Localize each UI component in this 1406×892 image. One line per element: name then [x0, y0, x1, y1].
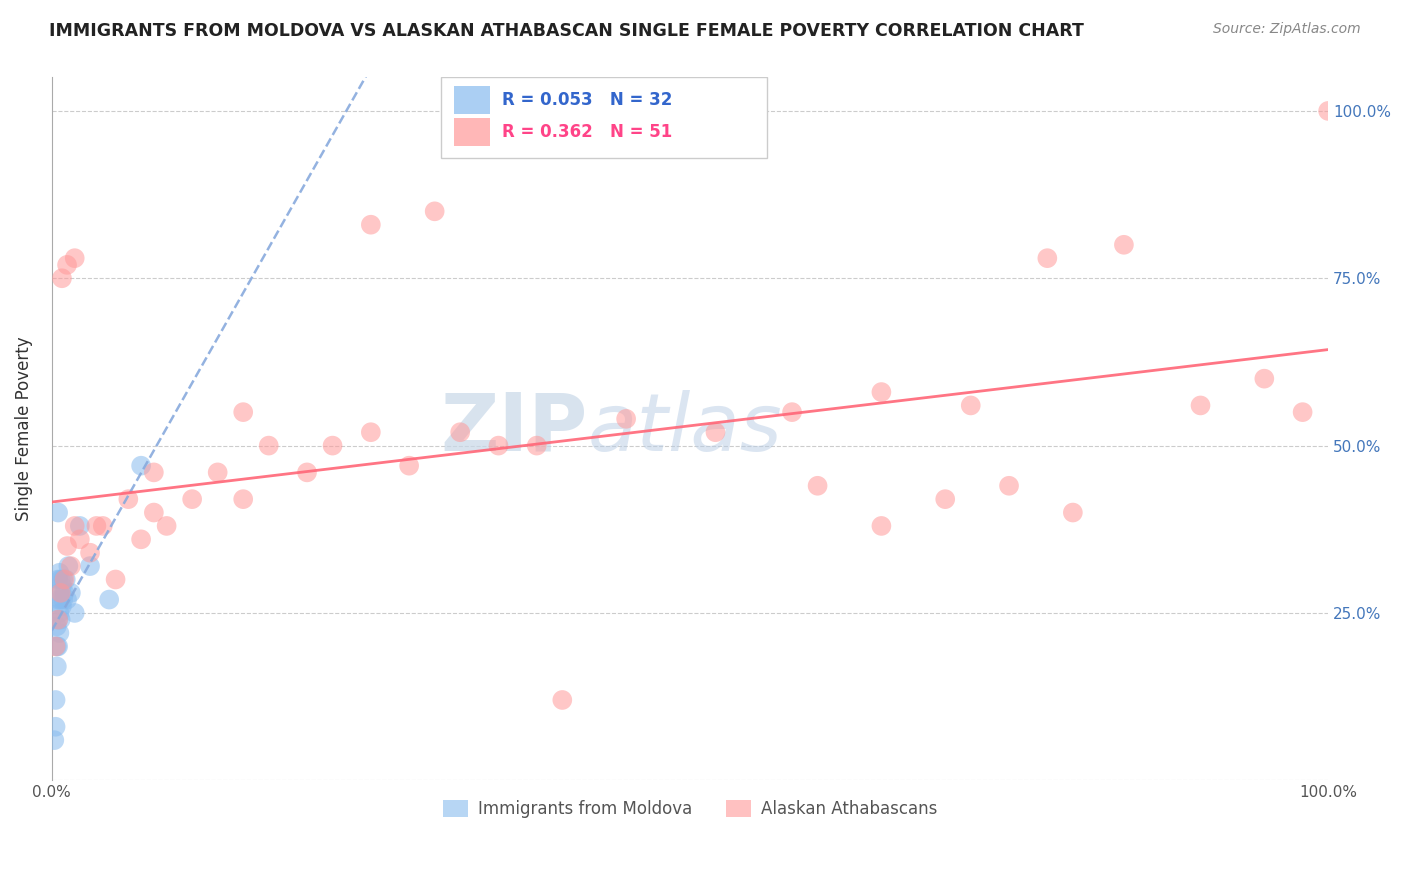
Text: ZIP: ZIP: [440, 390, 588, 468]
Point: [45, 619, 67, 633]
Point: [488, 439, 510, 453]
Text: R = 0.053   N = 32: R = 0.053 N = 32: [502, 91, 672, 109]
Point: [91, 519, 114, 533]
Point: [104, 573, 127, 587]
Point: [526, 439, 548, 453]
Point: [45, 720, 67, 734]
Point: [1253, 372, 1275, 386]
Point: [806, 479, 828, 493]
Point: [129, 458, 152, 473]
Point: [295, 466, 318, 480]
Point: [551, 693, 574, 707]
Point: [704, 425, 727, 440]
Point: [44, 733, 66, 747]
Point: [98, 592, 121, 607]
Point: [48, 606, 70, 620]
Point: [53, 573, 76, 587]
Point: [69, 533, 91, 547]
FancyBboxPatch shape: [454, 86, 489, 114]
Point: [51, 271, 73, 285]
Text: R = 0.362   N = 51: R = 0.362 N = 51: [502, 122, 672, 141]
Point: [1317, 103, 1340, 118]
Point: [63, 519, 86, 533]
Point: [55, 573, 77, 587]
Point: [63, 606, 86, 620]
Point: [49, 573, 72, 587]
Point: [56, 592, 79, 607]
Point: [156, 519, 179, 533]
Point: [52, 592, 75, 607]
Point: [423, 204, 446, 219]
Text: atlas: atlas: [588, 390, 783, 468]
Point: [614, 412, 637, 426]
Point: [117, 492, 139, 507]
Point: [360, 425, 382, 440]
Point: [58, 559, 80, 574]
Point: [46, 506, 69, 520]
Point: [49, 613, 72, 627]
Point: [51, 579, 73, 593]
Point: [51, 599, 73, 614]
Point: [49, 586, 72, 600]
Point: [86, 519, 108, 533]
Point: [46, 640, 69, 654]
Point: [48, 626, 70, 640]
Point: [1036, 251, 1059, 265]
Point: [49, 592, 72, 607]
Point: [207, 466, 229, 480]
Point: [780, 405, 803, 419]
Point: [45, 640, 67, 654]
Point: [59, 559, 82, 574]
Point: [870, 519, 893, 533]
Point: [46, 613, 69, 627]
Point: [142, 506, 165, 520]
FancyBboxPatch shape: [441, 78, 766, 158]
Point: [1291, 405, 1313, 419]
Point: [45, 640, 67, 654]
Point: [48, 566, 70, 580]
Point: [449, 425, 471, 440]
Point: [45, 693, 67, 707]
Point: [360, 218, 382, 232]
Point: [181, 492, 204, 507]
Legend: Immigrants from Moldova, Alaskan Athabascans: Immigrants from Moldova, Alaskan Athabas…: [436, 793, 943, 825]
Point: [79, 559, 101, 574]
Point: [56, 539, 79, 553]
Point: [257, 439, 280, 453]
Point: [232, 492, 254, 507]
Text: IMMIGRANTS FROM MOLDOVA VS ALASKAN ATHABASCAN SINGLE FEMALE POVERTY CORRELATION : IMMIGRANTS FROM MOLDOVA VS ALASKAN ATHAB…: [49, 22, 1084, 40]
Point: [129, 533, 152, 547]
Point: [1062, 506, 1084, 520]
Text: Source: ZipAtlas.com: Source: ZipAtlas.com: [1213, 22, 1361, 37]
Point: [46, 613, 69, 627]
Point: [870, 385, 893, 400]
Point: [934, 492, 956, 507]
Point: [1189, 399, 1212, 413]
Y-axis label: Single Female Poverty: Single Female Poverty: [15, 336, 32, 521]
Point: [48, 586, 70, 600]
Point: [398, 458, 420, 473]
Point: [45, 659, 67, 673]
Point: [142, 466, 165, 480]
FancyBboxPatch shape: [454, 118, 489, 145]
Point: [52, 573, 75, 587]
Point: [959, 399, 981, 413]
Point: [46, 573, 69, 587]
Point: [1112, 237, 1135, 252]
Point: [79, 546, 101, 560]
Point: [69, 519, 91, 533]
Point: [998, 479, 1021, 493]
Point: [59, 586, 82, 600]
Point: [46, 592, 69, 607]
Point: [56, 258, 79, 272]
Point: [63, 251, 86, 265]
Point: [53, 586, 76, 600]
Point: [232, 405, 254, 419]
Point: [322, 439, 344, 453]
